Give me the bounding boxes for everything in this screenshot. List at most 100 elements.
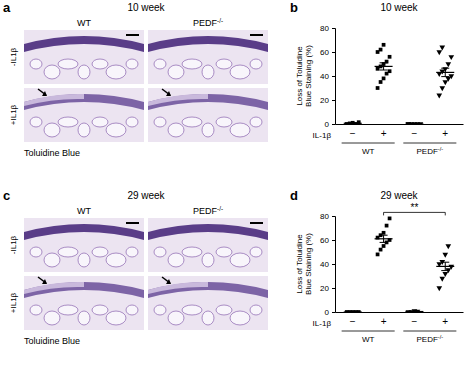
group-line — [403, 143, 456, 144]
tick-label: 40 — [320, 72, 329, 81]
y-tick: 80 — [320, 212, 335, 221]
image-background — [148, 30, 268, 84]
marrow-space — [202, 123, 214, 137]
tick-mark — [332, 52, 335, 53]
marrow-space — [216, 59, 232, 69]
axis-line — [332, 217, 336, 313]
data-point — [388, 217, 392, 221]
marrow-space — [92, 59, 108, 69]
y-tick: 40 — [320, 260, 335, 269]
marrow-space — [106, 65, 126, 79]
arrow-head — [42, 279, 47, 284]
data-point — [448, 55, 454, 60]
marrow-space — [92, 305, 108, 315]
arrow-head — [42, 91, 47, 96]
image-background — [24, 276, 144, 330]
data-point — [388, 69, 392, 73]
stain-label: Toluidine Blue — [24, 148, 80, 158]
marrow-space — [230, 65, 250, 79]
scale-bar — [126, 222, 139, 224]
marrow-space — [154, 117, 166, 127]
axis-line — [332, 29, 336, 125]
marrow-space — [126, 247, 138, 257]
marrow-space — [168, 65, 184, 79]
group-label: PEDF-/- — [417, 146, 444, 156]
error-cap — [349, 122, 357, 123]
marrow-space — [78, 123, 90, 137]
chart: d29 week020406080Loss of ToluidineBlue S… — [290, 188, 464, 344]
marrow-space — [106, 311, 126, 325]
data-point — [382, 77, 386, 81]
y-tick: 0 — [325, 120, 335, 129]
data-point — [382, 231, 386, 235]
arrow — [162, 89, 170, 95]
marrow-space — [216, 117, 232, 127]
chart-title: 29 week — [380, 190, 418, 201]
error-stem — [383, 63, 384, 70]
data-point — [442, 272, 448, 277]
data-point — [436, 50, 442, 55]
error-cap — [380, 235, 388, 236]
mean-line — [405, 311, 423, 312]
marrow-space — [168, 311, 184, 325]
data-point — [379, 248, 383, 252]
image-background — [24, 30, 144, 84]
group-label: PEDF-/- — [417, 334, 444, 344]
tick-mark — [332, 76, 335, 77]
y-axis-title: Loss of Toluidine — [295, 46, 304, 106]
marrow-space — [30, 247, 42, 257]
error-cap — [410, 311, 418, 312]
mean-line — [344, 123, 362, 124]
marrow-space — [78, 65, 90, 79]
stain-loss — [148, 282, 208, 294]
image-background — [148, 276, 268, 330]
tick-label: 60 — [320, 236, 329, 245]
cartilage — [148, 224, 268, 240]
tick-label: 40 — [320, 260, 329, 269]
marrow-space — [58, 117, 78, 127]
image-panel: c29 weekWTPEDF-/--IL1β+IL1βToluidine Blu… — [3, 188, 268, 346]
error-cap — [349, 123, 357, 124]
group-label: WT — [362, 335, 375, 344]
data-point — [388, 55, 392, 59]
data-point — [379, 48, 383, 52]
group-line — [342, 143, 395, 144]
marrow-space — [58, 59, 78, 69]
panel-title: 29 week — [127, 190, 165, 201]
marrow-space — [126, 305, 138, 315]
error-bar — [349, 312, 357, 313]
error-cap — [441, 262, 449, 263]
data-point — [439, 277, 445, 282]
tick-label: 0 — [325, 120, 330, 129]
data-point — [382, 43, 386, 47]
cartilage — [24, 224, 144, 240]
image-panel: a10 weekWTPEDF-/--IL1β+IL1βToluidine Blu… — [3, 0, 268, 158]
tick-mark — [332, 240, 335, 241]
tick-label: 20 — [320, 284, 329, 293]
group-label: WT — [362, 147, 375, 156]
marrow-space — [154, 305, 166, 315]
marrow-space — [92, 117, 108, 127]
tick-label: − — [411, 128, 417, 139]
y-tick: 60 — [320, 48, 335, 57]
axis-line — [336, 312, 464, 313]
y-axis-title: Blue Staining (%) — [304, 233, 313, 295]
data-point — [382, 244, 386, 248]
row-label: -IL1β — [9, 47, 18, 66]
error-stem — [445, 262, 446, 270]
marrow-space — [250, 117, 262, 127]
stain-loss — [24, 282, 84, 294]
marrow-space — [202, 253, 214, 267]
data-point — [439, 46, 445, 51]
arrow — [162, 277, 170, 283]
x-axis-title: IL-1β — [313, 131, 332, 140]
tick-label: + — [381, 316, 387, 327]
tick-mark — [332, 312, 335, 313]
image-background — [148, 218, 268, 272]
significance-label: ** — [411, 202, 419, 213]
stain-loss — [148, 94, 208, 106]
y-tick: 60 — [320, 236, 335, 245]
marrow-space — [106, 123, 126, 137]
x-tick: − — [411, 312, 417, 327]
tick-mark — [332, 28, 335, 29]
